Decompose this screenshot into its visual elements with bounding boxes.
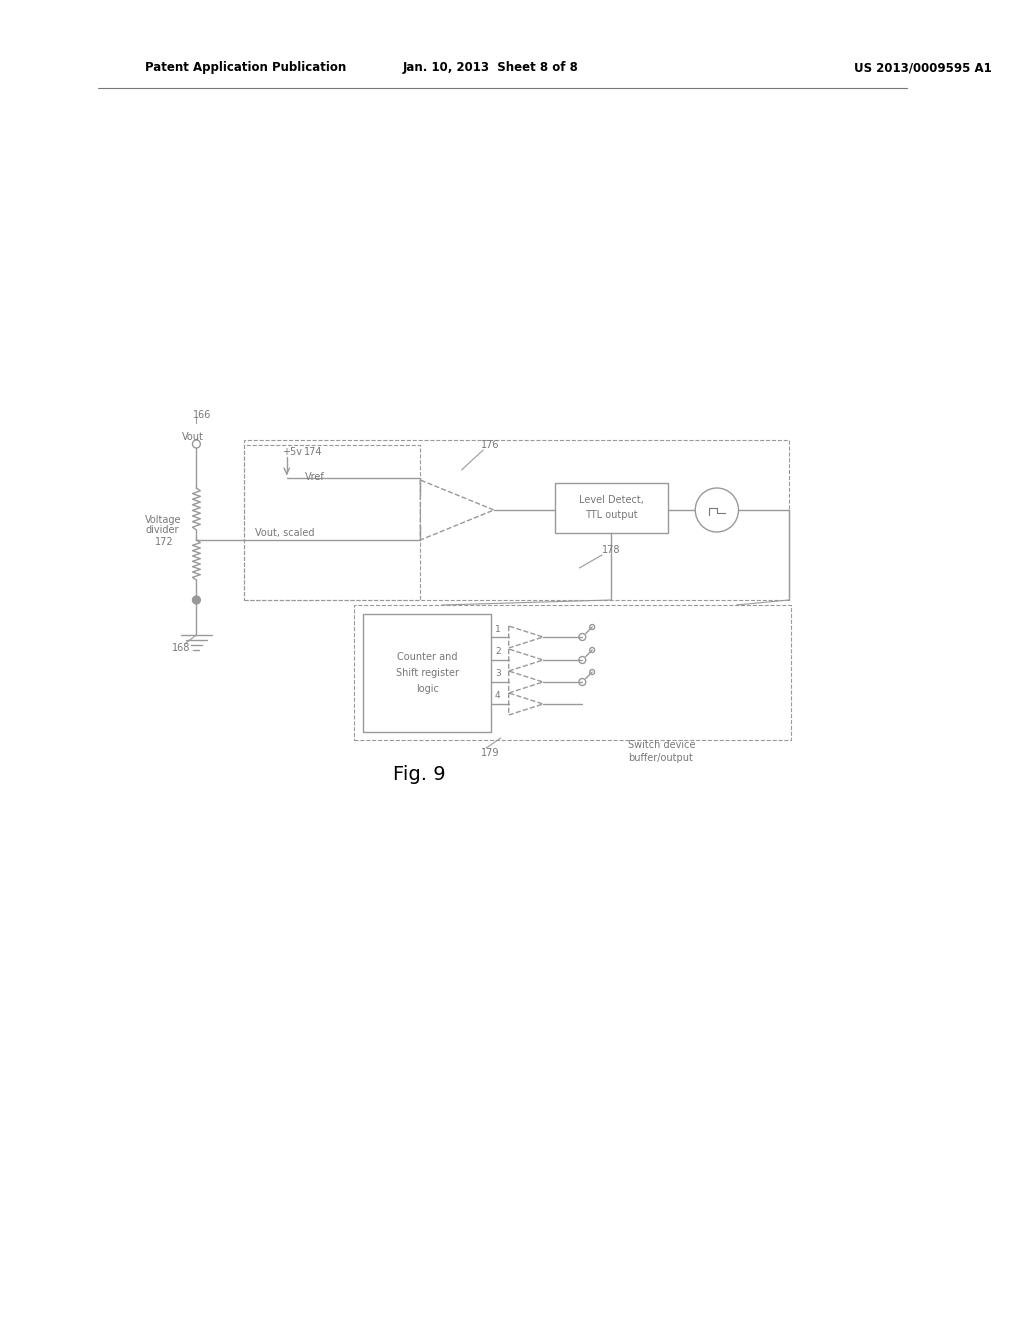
Text: 166: 166 (193, 411, 211, 420)
Text: 174: 174 (304, 447, 323, 457)
Text: 172: 172 (156, 537, 174, 546)
Text: Shift register: Shift register (395, 668, 459, 678)
Text: logic: logic (416, 684, 438, 694)
Text: 176: 176 (481, 440, 500, 450)
Bar (353, 605, 791, 741)
Text: Level Detect,: Level Detect, (579, 495, 644, 506)
Text: 179: 179 (481, 748, 500, 758)
Text: US 2013/0009595 A1: US 2013/0009595 A1 (854, 62, 992, 74)
Text: Fig. 9: Fig. 9 (393, 766, 445, 784)
Text: Switch device: Switch device (629, 741, 696, 750)
Text: Vref: Vref (304, 473, 325, 482)
Text: 1: 1 (495, 624, 501, 634)
Text: 2: 2 (495, 648, 501, 656)
Bar (244, 440, 788, 601)
Bar (364, 614, 492, 733)
Text: +5v: +5v (282, 447, 302, 457)
Text: 178: 178 (602, 545, 621, 554)
Text: TTL output: TTL output (585, 510, 638, 520)
Text: 4: 4 (495, 692, 501, 701)
Text: buffer/output: buffer/output (629, 752, 693, 763)
Text: Patent Application Publication: Patent Application Publication (145, 62, 346, 74)
Circle shape (193, 597, 201, 605)
Text: 3: 3 (495, 669, 501, 678)
Text: Jan. 10, 2013  Sheet 8 of 8: Jan. 10, 2013 Sheet 8 of 8 (403, 62, 579, 74)
Bar (244, 445, 420, 601)
Text: 168: 168 (172, 643, 190, 653)
Text: divider: divider (145, 525, 179, 535)
Text: Voltage: Voltage (145, 515, 182, 525)
Text: Vout: Vout (181, 432, 204, 442)
Text: Vout, scaled: Vout, scaled (255, 528, 314, 539)
Text: Counter and: Counter and (397, 652, 458, 663)
Bar (555, 483, 668, 533)
